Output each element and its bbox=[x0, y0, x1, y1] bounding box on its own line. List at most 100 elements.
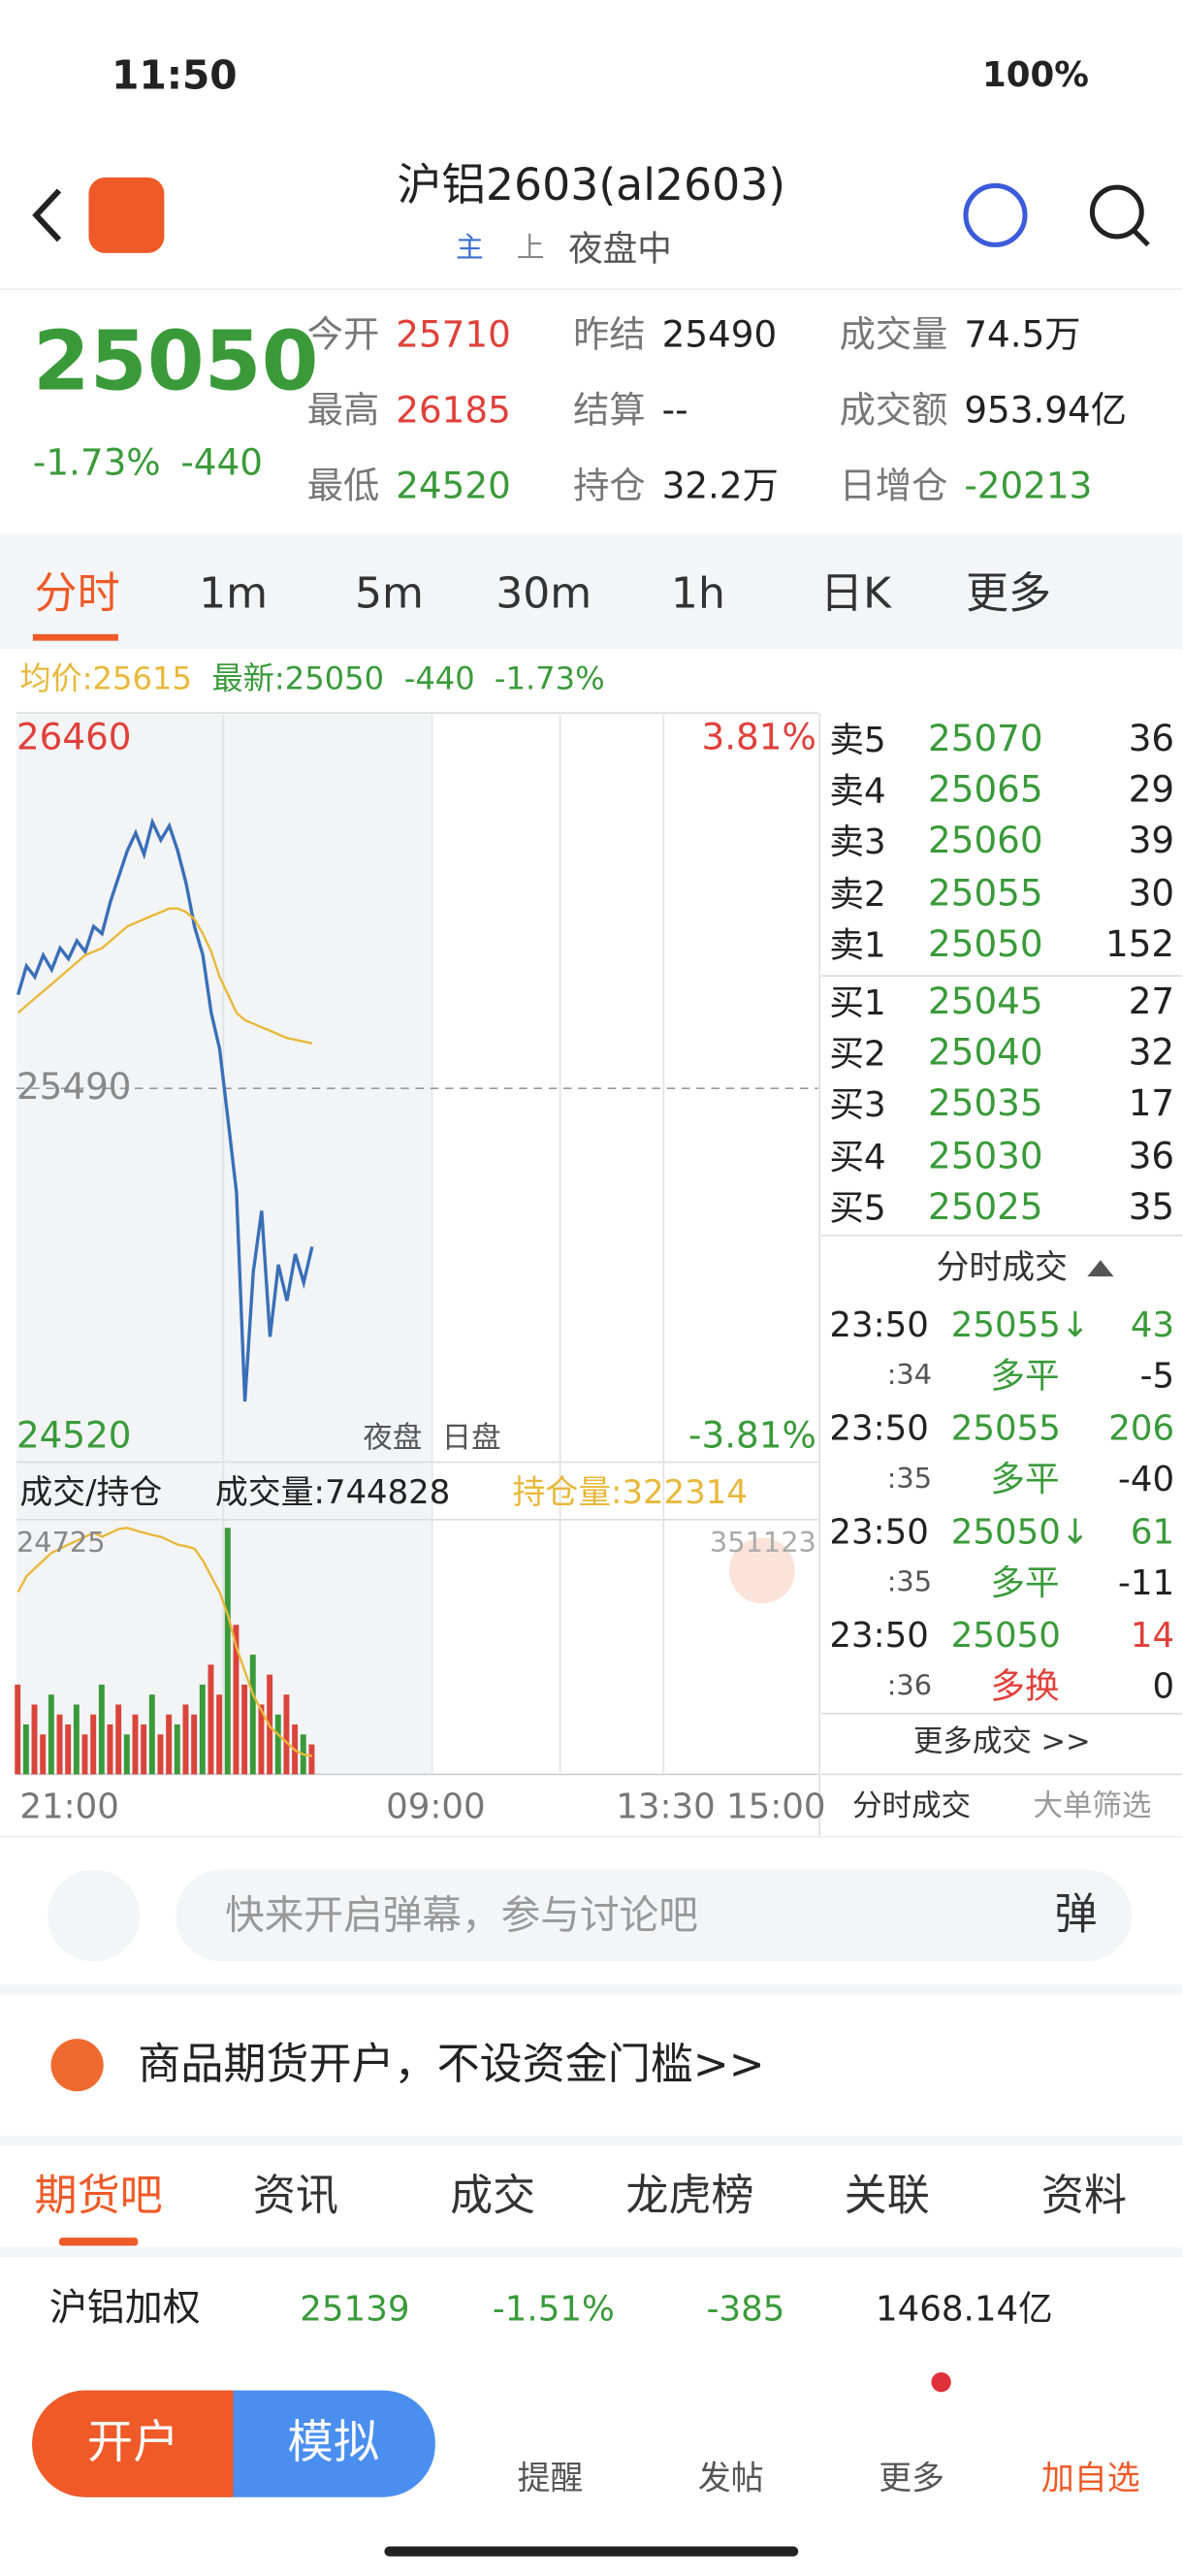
search-button[interactable] bbox=[1089, 184, 1144, 240]
oi-label: 持仓量:322314 bbox=[512, 1471, 748, 1512]
back-button[interactable] bbox=[32, 188, 62, 242]
book-volume: 17 bbox=[1128, 1084, 1175, 1126]
info-change: -440 bbox=[403, 660, 475, 698]
trade-volume: 206 bbox=[1108, 1408, 1175, 1449]
open-button[interactable] bbox=[32, 2390, 234, 2497]
period-tab[interactable]: 1h bbox=[670, 569, 725, 620]
section-tab[interactable]: 龙虎榜 bbox=[625, 2172, 754, 2222]
stat-label: 持仓 bbox=[573, 467, 646, 508]
trade-second: :34 bbox=[886, 1359, 933, 1393]
y-tick-label: 26460 bbox=[16, 718, 132, 759]
expand-button[interactable] bbox=[729, 1537, 795, 1604]
period-tab[interactable]: 日K bbox=[820, 569, 891, 620]
section-tab[interactable]: 成交 bbox=[450, 2172, 536, 2222]
change-pct: -1.73% bbox=[32, 443, 161, 485]
book-volume: 39 bbox=[1128, 821, 1175, 863]
volume-bar bbox=[31, 1704, 38, 1775]
v-grid bbox=[222, 714, 665, 1775]
danmu-toggle[interactable]: 弹 bbox=[1054, 1890, 1098, 1941]
period-tab[interactable]: 30m bbox=[496, 569, 592, 620]
indicator-select[interactable]: 成交/持仓 bbox=[19, 1471, 163, 1512]
period-tab[interactable]: 分时 bbox=[34, 569, 120, 620]
trade-price: 25050 bbox=[950, 1615, 1061, 1656]
volume-bar bbox=[123, 1734, 130, 1775]
period-tab[interactable]: 5m bbox=[354, 569, 424, 620]
trade-volume: 14 bbox=[1130, 1615, 1175, 1656]
session-label: 日盘 bbox=[441, 1421, 501, 1456]
volume-bar bbox=[98, 1684, 105, 1775]
comment-placeholder[interactable]: 快来开启弹幕，参与讨论吧 bbox=[225, 1892, 698, 1939]
gap bbox=[0, 2136, 1183, 2146]
book-price: 25035 bbox=[928, 1084, 1043, 1126]
book-volume: 29 bbox=[1128, 770, 1175, 813]
badge bbox=[931, 2371, 951, 2393]
section-tab[interactable]: 资料 bbox=[1040, 2172, 1128, 2222]
nav-item[interactable]: 加自选 bbox=[1040, 2458, 1140, 2497]
tag: 主 bbox=[456, 232, 484, 266]
trade-time: 23:50 bbox=[829, 1304, 929, 1345]
info-avg: 均价:25615 bbox=[19, 660, 192, 698]
index-amount: 1468.14亿 bbox=[875, 2289, 1053, 2330]
volume-bar bbox=[90, 1714, 97, 1775]
volume-bar bbox=[141, 1724, 147, 1775]
section-tab[interactable]: 资讯 bbox=[252, 2172, 338, 2222]
stat-label: 日增仓 bbox=[839, 467, 948, 508]
volume-bar bbox=[148, 1694, 155, 1775]
stat-value: 25710 bbox=[396, 315, 511, 357]
section-tab[interactable]: 期货吧 bbox=[34, 2172, 163, 2222]
promo-link[interactable]: 商品期货开户，不设资金门槛>> bbox=[138, 2040, 765, 2090]
trade-kind: 多平 bbox=[990, 1460, 1060, 1499]
volume-bar bbox=[166, 1714, 173, 1775]
simulate[interactable]: 模拟 bbox=[287, 2415, 380, 2469]
trade-time: 23:50 bbox=[829, 1408, 929, 1449]
trades-title: 分时成交 bbox=[936, 1246, 1069, 1287]
nav-item[interactable]: 发帖 bbox=[697, 2458, 764, 2497]
volume-bar bbox=[107, 1724, 113, 1775]
y2-tick-label: 3.81% bbox=[701, 718, 816, 759]
comment-icon[interactable] bbox=[48, 1869, 140, 1962]
trade-volume: 43 bbox=[1130, 1304, 1175, 1345]
volume-bar bbox=[15, 1684, 21, 1775]
ai-button[interactable] bbox=[963, 182, 1028, 247]
volume-bar bbox=[174, 1724, 180, 1775]
more-trades[interactable]: 更多成交 >> bbox=[912, 1724, 1091, 1760]
stat-label: 昨结 bbox=[573, 315, 646, 357]
book-price: 25060 bbox=[928, 821, 1043, 863]
nav-item[interactable]: 更多 bbox=[879, 2458, 944, 2497]
book-label: 卖3 bbox=[829, 822, 886, 863]
trade-kind: 多换 bbox=[990, 1666, 1060, 1707]
comment-input[interactable] bbox=[176, 1869, 1133, 1962]
volume-bar bbox=[233, 1625, 240, 1775]
open-account[interactable]: 开户 bbox=[86, 2415, 179, 2469]
session[interactable]: 夜盘中 bbox=[568, 229, 672, 269]
stat-label: 成交额 bbox=[839, 391, 948, 433]
section-tab[interactable]: 关联 bbox=[844, 2172, 930, 2222]
period-tab[interactable]: 1m bbox=[199, 569, 268, 620]
book-price: 25070 bbox=[928, 719, 1043, 761]
y2-tick-label: -3.81% bbox=[688, 1416, 816, 1458]
trade-oi: -40 bbox=[1118, 1460, 1175, 1499]
book-price: 25025 bbox=[928, 1187, 1043, 1229]
volume-bar bbox=[40, 1734, 47, 1775]
tab-underline bbox=[32, 633, 118, 641]
volume-bar bbox=[56, 1714, 63, 1775]
book-volume: 32 bbox=[1128, 1033, 1175, 1076]
x-tick-label: 09:00 bbox=[386, 1787, 486, 1826]
nav-item[interactable]: 提醒 bbox=[517, 2458, 584, 2497]
index-change: -385 bbox=[706, 2289, 785, 2330]
period-tab[interactable]: 更多 bbox=[965, 569, 1052, 620]
book-volume: 35 bbox=[1128, 1187, 1175, 1229]
status-time: 11:50 bbox=[112, 52, 238, 99]
tab-underline bbox=[58, 2238, 139, 2246]
oi-line bbox=[16, 1527, 313, 1757]
volume-bar bbox=[48, 1694, 54, 1775]
volume-bar bbox=[132, 1714, 139, 1775]
book-label: 卖2 bbox=[829, 874, 886, 914]
trades-tab[interactable]: 分时成交 bbox=[852, 1788, 972, 1824]
volume-bar bbox=[157, 1734, 164, 1775]
book-label: 买2 bbox=[829, 1034, 886, 1075]
promo-icon bbox=[50, 2039, 104, 2092]
trades-tab[interactable]: 大单筛选 bbox=[1033, 1788, 1152, 1824]
book-label: 卖5 bbox=[829, 720, 886, 760]
